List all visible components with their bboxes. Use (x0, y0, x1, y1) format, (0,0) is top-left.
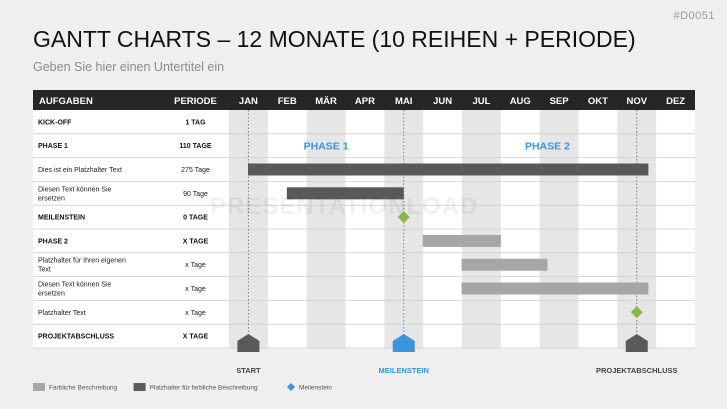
month-label: APR (355, 96, 375, 107)
month-label: JUL (472, 96, 490, 107)
period-value: x Tage (185, 286, 206, 293)
task-label-line: PHASE 2 (38, 238, 68, 245)
table-background (33, 90, 695, 348)
period-marker (625, 334, 648, 352)
period-value: X TAGE (183, 238, 209, 245)
legend-swatch (33, 383, 45, 391)
header-period: PERIODE (174, 96, 217, 107)
task-label-line: KICK-OFF (38, 119, 72, 126)
milestone-diamond (630, 306, 643, 319)
period-value: x Tage (185, 262, 206, 269)
period-value: 1 TAG (185, 119, 206, 126)
task-label-line: Diesen Text können Sie (38, 282, 112, 289)
month-label: JAN (239, 96, 258, 107)
task-label-line: ersetzen (38, 195, 65, 202)
page-subtitle: Geben Sie hier einen Untertitel ein (33, 60, 225, 74)
milestone-diamond (397, 211, 410, 224)
period-marker (237, 334, 260, 352)
legend-label: Meilenstein (299, 385, 332, 392)
period-value: x Tage (185, 310, 206, 317)
task-label: PHASE 2 (38, 238, 68, 245)
marker-label: MEILENSTEIN (379, 366, 429, 375)
task-bar (461, 282, 649, 295)
task-label-line: Diesen Text können Sie (38, 186, 112, 193)
task-bar (286, 187, 404, 200)
page-title: GANTT CHARTS – 12 MONATE (10 REIHEN + PE… (33, 26, 636, 52)
legend-swatch (133, 383, 146, 391)
task-label: Dies ist ein Platzhalter Text (38, 167, 122, 174)
month-label: MAI (395, 96, 412, 107)
task-label: Diesen Text können Sie ersetzen (38, 186, 112, 202)
task-bar (422, 234, 501, 247)
period-marker (392, 334, 415, 352)
marker-label: PROJEKTABSCHLUSS (596, 366, 678, 375)
period-value: 90 Tage (183, 191, 208, 198)
task-label: KICK-OFF (38, 119, 72, 126)
legend-label: Platzhalter für farbliche Beschreibung (150, 385, 258, 392)
task-label-line: ersetzen (38, 291, 65, 298)
watermark: PRESENTATIONLOAD (210, 193, 479, 220)
document-id: #D0051 (673, 10, 715, 22)
task-label-line: PROJEKTABSCHLUSS (38, 334, 114, 341)
month-label: SEP (550, 96, 570, 107)
task-label-line: Platzhalter für Ihren eigenen (38, 258, 126, 265)
period-value: 110 TAGE (179, 143, 211, 150)
marker-label: START (236, 366, 261, 375)
period-value: 0 TAGE (183, 215, 208, 222)
task-label-line: PHASE 1 (38, 143, 68, 150)
period-value: X TAGE (183, 334, 209, 341)
task-label-line: MEILENSTEIN (38, 215, 85, 222)
header-tasks: AUFGABEN (39, 96, 93, 107)
month-label: FEB (278, 96, 297, 107)
task-label-line: Dies ist ein Platzhalter Text (38, 167, 122, 174)
task-label: Diesen Text können Sie ersetzen (38, 282, 112, 298)
phase-label: PHASE 1 (304, 141, 349, 153)
legend-swatch-milestone (287, 383, 295, 391)
table-header (33, 90, 695, 110)
month-label: DEZ (666, 96, 685, 107)
task-label: MEILENSTEIN (38, 215, 85, 222)
month-label: NOV (626, 96, 647, 107)
task-label: Platzhalter Text (38, 310, 86, 317)
task-label: PHASE 1 (38, 143, 68, 150)
task-label: PROJEKTABSCHLUSS (38, 334, 114, 341)
phase-label: PHASE 2 (525, 141, 570, 153)
task-label-line: Text (38, 267, 51, 274)
month-label: JUN (433, 96, 452, 107)
task-bar (461, 258, 548, 271)
period-value: 275 Tage (181, 167, 210, 174)
task-label: Platzhalter für Ihren eigenen Text (38, 258, 126, 274)
month-label: AUG (510, 96, 531, 107)
month-label: MÄR (315, 96, 337, 107)
month-label: OKT (588, 96, 608, 107)
legend-label: Farbliche Beschreibung (49, 385, 118, 392)
task-bar (248, 163, 649, 176)
task-label-line: Platzhalter Text (38, 310, 86, 317)
